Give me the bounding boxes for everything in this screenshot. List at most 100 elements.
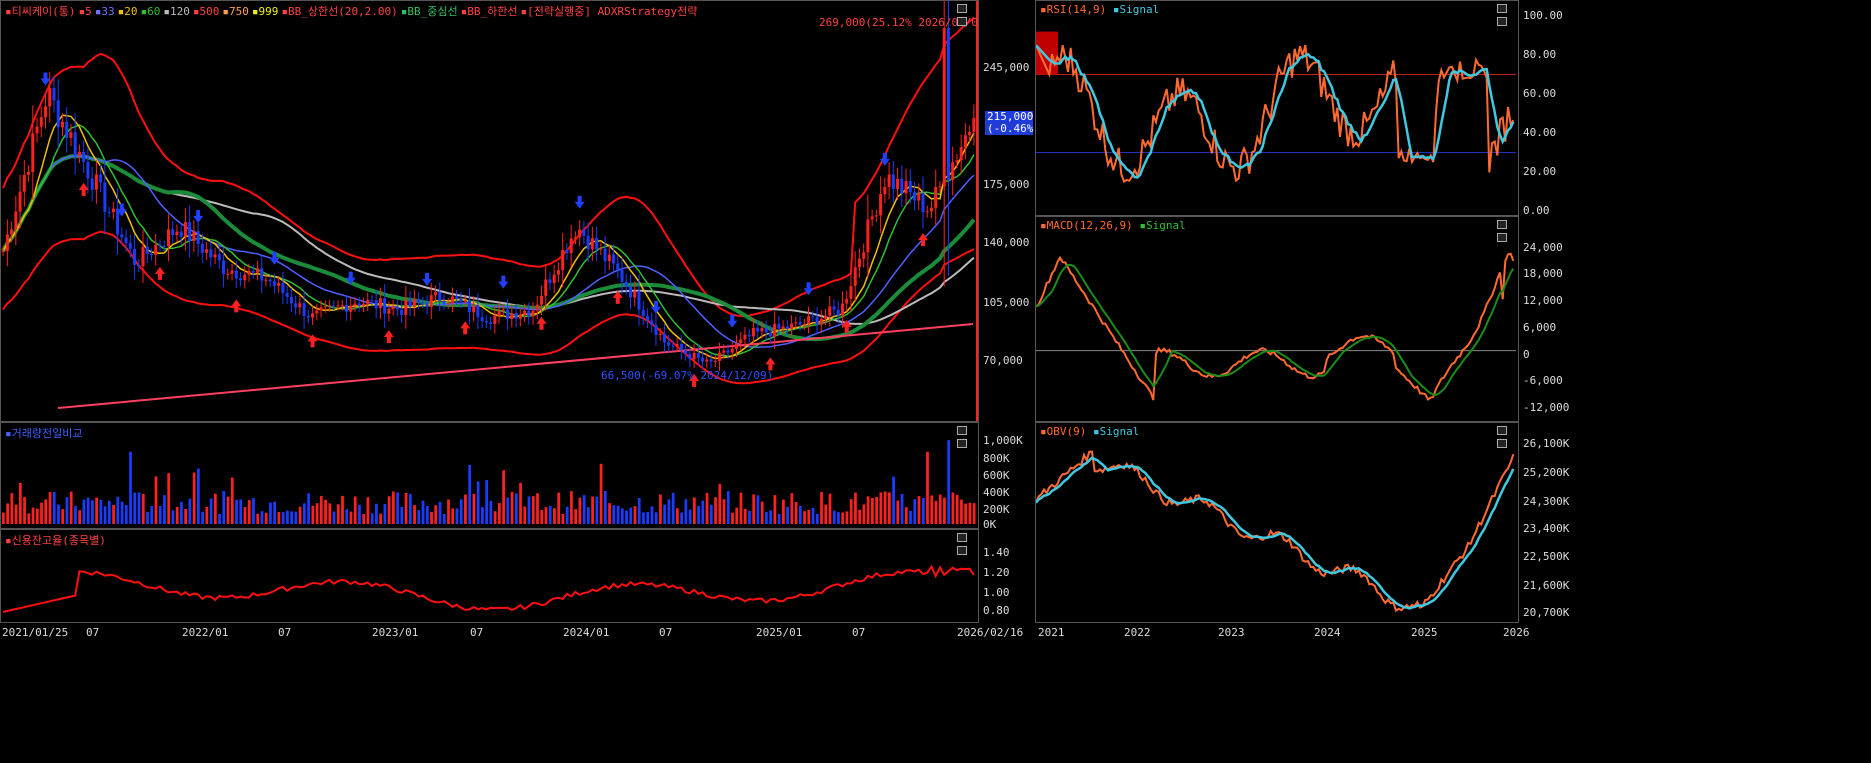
candle-body [514, 313, 518, 319]
candle-body [586, 235, 590, 250]
pane-buttons[interactable] [1496, 425, 1516, 448]
candle-body [429, 295, 433, 307]
volume-bar [667, 499, 671, 524]
volume-bar [366, 497, 370, 524]
volume-bar [226, 496, 230, 524]
volume-bar [629, 507, 633, 524]
volume-bar [294, 511, 298, 524]
bb-upper-line [2, 16, 975, 318]
volume-bar [264, 512, 268, 524]
y-tick-label: 400K [983, 486, 1010, 499]
candle-body [713, 360, 717, 362]
legend-item: ▪5 [78, 5, 92, 18]
pane-buttons[interactable] [1496, 3, 1516, 26]
candle-body [209, 249, 213, 258]
candle-body [52, 88, 56, 101]
volume-pane[interactable]: ▪거래량전일비교 [0, 422, 979, 529]
y-tick-label: 24,000 [1523, 241, 1563, 254]
volume-bar [722, 499, 726, 524]
volume-bar [188, 498, 192, 524]
candle-body [908, 181, 912, 193]
price-chart-pane[interactable]: ▪티씨케이(통) ▪5 ▪33 ▪20 ▪60 ▪120 ▪500 ▪750 ▪999 ▪BB_상… [0, 0, 979, 422]
volume-bar [676, 508, 679, 524]
volume-bar [328, 503, 332, 524]
rsi-pane[interactable]: ▪RSI(14,9) ▪Signal [1035, 0, 1519, 216]
volume-bar [6, 503, 9, 524]
candle-body [192, 231, 196, 242]
credit-pane[interactable]: ▪신용잔고율(종목별) [0, 529, 979, 623]
candle-body [183, 222, 187, 237]
y-tick-label: -6,000 [1523, 374, 1563, 387]
volume-bar [748, 510, 751, 524]
pane-buttons[interactable] [1496, 219, 1516, 242]
candle-body [629, 286, 633, 298]
x-tick-label: 07 [659, 626, 673, 639]
volume-bar [10, 493, 14, 524]
candle-body [400, 309, 404, 315]
candle-body [883, 186, 887, 195]
volume-bar [61, 509, 65, 524]
candle-body [268, 279, 272, 282]
candle-body [86, 161, 90, 179]
candle-body [840, 303, 844, 316]
buy-arrow [78, 182, 89, 196]
candle-body [226, 273, 230, 275]
volume-bar [324, 499, 327, 524]
obv-signal-line [1036, 456, 1515, 610]
candle-body [69, 132, 73, 138]
candle-body [671, 345, 675, 347]
volume-bar [773, 495, 777, 524]
current-price-badge: 215,000 (-0.46%) [985, 110, 1040, 135]
legend-item: ▪33 [94, 5, 115, 18]
volume-bar [684, 499, 688, 524]
volume-bar [926, 451, 929, 524]
candle-body [556, 270, 560, 275]
candle-body [569, 238, 573, 254]
candle-body [357, 303, 361, 306]
volume-bar [141, 493, 145, 524]
candle-body [340, 305, 344, 307]
candle-body [60, 121, 64, 128]
volume-title-text: 거래량전일비교 [11, 427, 83, 440]
volume-bar [608, 503, 611, 524]
volume-bar [765, 511, 768, 524]
candle-body [900, 178, 904, 194]
legend-item: ▪60 [140, 5, 161, 18]
volume-bar [69, 491, 73, 524]
volume-bar [565, 506, 569, 524]
current-price: 215,000 [987, 110, 1034, 123]
volume-bar [705, 492, 709, 524]
volume-bar [760, 501, 764, 524]
volume-bar [871, 497, 874, 524]
candle-body [573, 237, 577, 239]
candle-body [548, 279, 552, 283]
volume-bar [828, 493, 832, 524]
candle-body [128, 243, 132, 249]
candle-body [506, 309, 510, 319]
candle-body [874, 215, 878, 217]
volume-bar [150, 506, 154, 524]
candle-body [404, 300, 408, 315]
rsi-title-a: RSI(14,9) [1046, 3, 1107, 16]
volume-bar [921, 497, 925, 524]
obv-pane[interactable]: ▪OBV(9) ▪Signal [1035, 422, 1519, 623]
volume-bar [599, 463, 603, 524]
candle-body [149, 253, 153, 255]
macd-pane[interactable]: ▪MACD(12,26,9) ▪Signal [1035, 216, 1519, 422]
legend-item: ▪BB_하한선 [460, 5, 518, 18]
volume-bar [947, 440, 951, 524]
sell-arrow [193, 210, 204, 224]
volume-bar [743, 509, 747, 524]
pane-buttons[interactable] [956, 532, 976, 555]
candle-body [48, 88, 52, 107]
candle-body [65, 121, 69, 138]
x-tick-label: 2025 [1411, 626, 1438, 639]
candle-body [645, 315, 649, 321]
pane-buttons[interactable] [956, 3, 976, 26]
volume-bar [811, 507, 815, 524]
candle-body [391, 306, 395, 310]
volume-bar [65, 497, 69, 524]
volume-bar [794, 502, 798, 524]
pane-buttons[interactable] [956, 425, 976, 448]
candle-body [929, 207, 933, 212]
